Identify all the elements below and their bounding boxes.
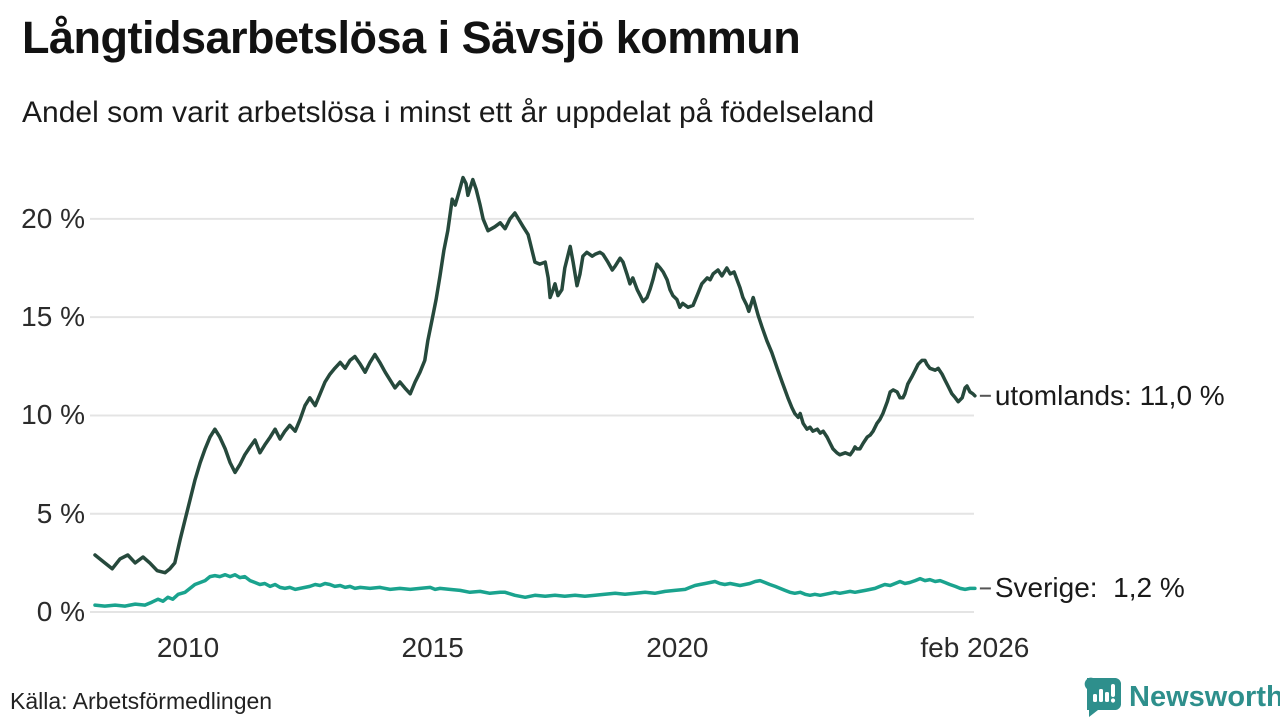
series-line-utomlands bbox=[93, 175, 977, 575]
source-caption: Källa: Arbetsförmedlingen bbox=[10, 688, 273, 714]
x-axis-tick-label-2015: 2015 bbox=[401, 632, 464, 663]
page-title: Långtidsarbetslösa i Sävsjö kommun bbox=[22, 12, 801, 63]
newsworthy-bubble-chart-icon bbox=[1084, 676, 1122, 718]
chart-subtitle: Andel som varit arbetslösa i minst ett å… bbox=[22, 96, 875, 129]
y-axis-tick-label-20: 20 % bbox=[21, 202, 85, 234]
y-axis-tick-label-15: 15 % bbox=[21, 301, 85, 333]
y-axis-tick-label-10: 10 % bbox=[21, 399, 85, 431]
newsworthy-logo[interactable]: Newsworthy bbox=[1084, 676, 1280, 718]
x-axis-tick-label-feb-2026: feb 2026 bbox=[920, 632, 1030, 663]
newsworthy-logo-text: Newsworthy bbox=[1129, 681, 1280, 713]
x-axis-tick-label-2010: 2010 bbox=[156, 632, 220, 663]
x-axis-tick-label-2020: 2020 bbox=[646, 632, 709, 663]
y-axis-tick-label-5: 5 % bbox=[36, 497, 85, 529]
series-line-Sverige bbox=[93, 572, 977, 608]
series-end-label-utomlands: utomlands: 11,0 % bbox=[994, 379, 1225, 411]
y-axis-tick-label-0: 0 % bbox=[36, 596, 85, 627]
series-end-label-sverige: Sverige: 1,2 % bbox=[994, 572, 1185, 604]
